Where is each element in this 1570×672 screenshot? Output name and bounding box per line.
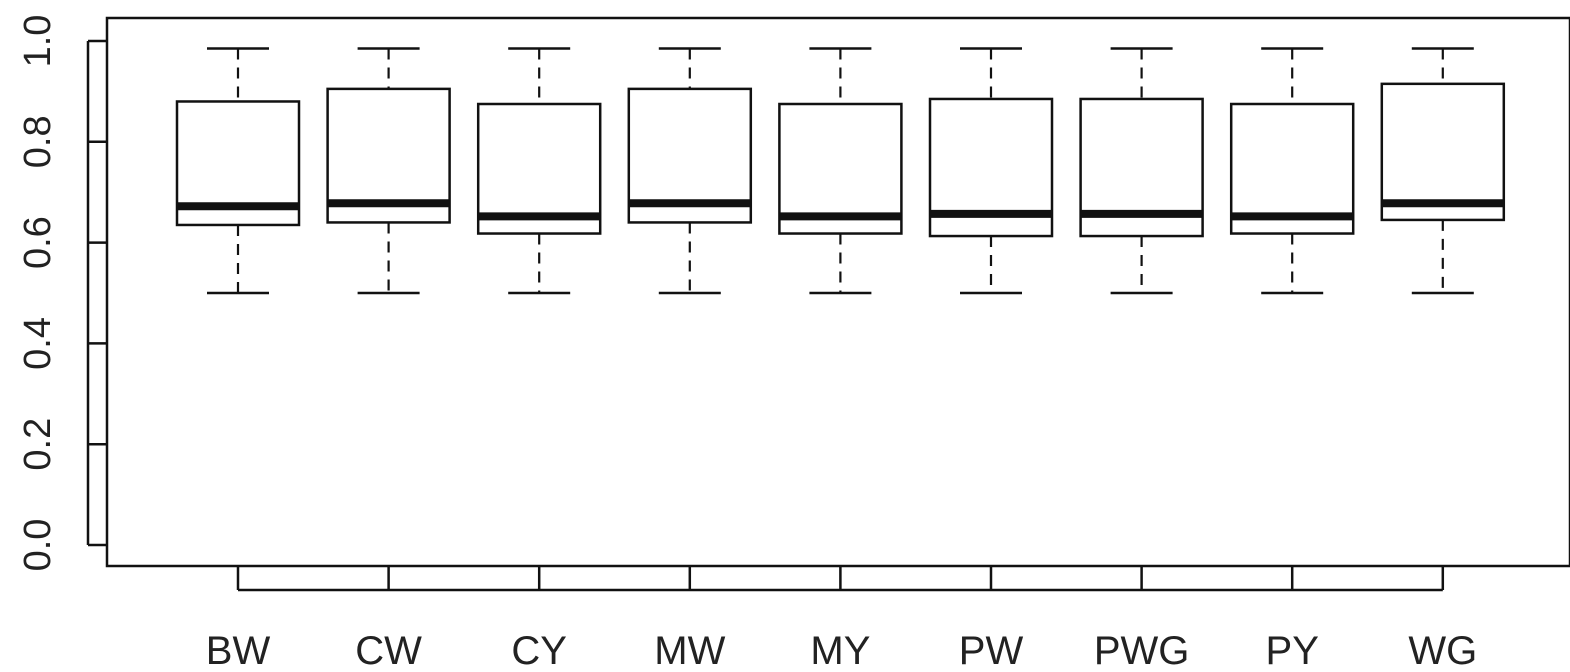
y-tick-label: 0.6 bbox=[17, 216, 59, 269]
x-tick-label: PW bbox=[959, 629, 1024, 672]
x-tick-label: CY bbox=[511, 629, 567, 672]
box-wg bbox=[1382, 49, 1504, 293]
x-axis: BW CW CY MW MY PW PWG PY WG bbox=[206, 566, 1477, 672]
y-axis: 0.0 0.2 0.4 0.6 0.8 1.0 bbox=[17, 15, 107, 572]
box-mw bbox=[629, 49, 751, 293]
x-tick-label: PWG bbox=[1094, 629, 1190, 672]
y-tick-label: 1.0 bbox=[17, 15, 59, 68]
box-cy bbox=[478, 49, 600, 293]
box-series bbox=[177, 49, 1504, 293]
x-tick-label: BW bbox=[206, 629, 271, 672]
y-tick-label: 0.2 bbox=[17, 418, 59, 471]
x-tick-label: WG bbox=[1408, 629, 1477, 672]
box-pwg bbox=[1081, 49, 1203, 293]
box-cw bbox=[328, 49, 450, 293]
x-tick-label: MW bbox=[654, 629, 725, 672]
x-tick-label: MY bbox=[810, 629, 870, 672]
box-py bbox=[1231, 49, 1353, 293]
box-pw bbox=[930, 49, 1052, 293]
y-tick-label: 0.4 bbox=[17, 317, 59, 370]
box-bw bbox=[177, 49, 299, 293]
x-tick-label: PY bbox=[1266, 629, 1319, 672]
y-tick-label: 0.0 bbox=[17, 519, 59, 572]
y-tick-label: 0.8 bbox=[17, 115, 59, 168]
box-my bbox=[779, 49, 901, 293]
x-tick-label: CW bbox=[355, 629, 422, 672]
